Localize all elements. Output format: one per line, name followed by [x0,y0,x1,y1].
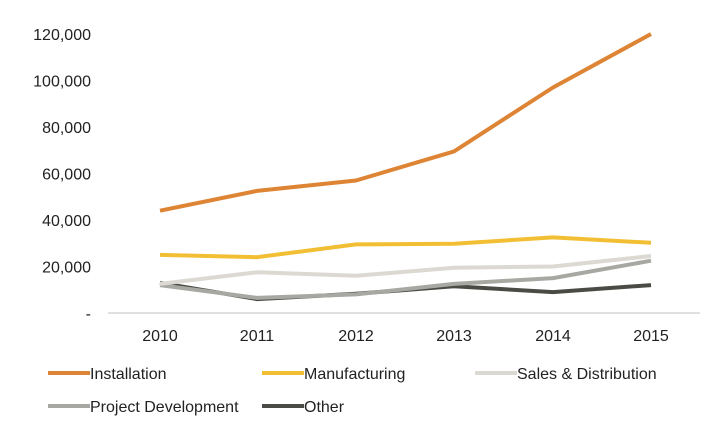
series-line-project-development [159,258,652,300]
x-axis-ticks: 2010 2011 2012 2013 2014 2015 [142,328,669,345]
y-tick-label: - [86,306,91,323]
series-line-manufacturing [159,235,652,260]
y-tick-label: 80,000 [42,120,91,137]
series-line-installation [159,32,652,213]
x-tick-label: 2011 [240,328,275,345]
x-tick-label: 2010 [142,328,178,345]
y-tick-label: 40,000 [42,213,91,230]
legend-label: Project Development [90,399,239,416]
x-tick-label: 2015 [633,328,669,345]
y-tick-label: 20,000 [42,260,91,277]
legend-label: Installation [90,366,167,383]
x-tick-label: 2014 [535,328,571,345]
x-tick-label: 2012 [338,328,374,345]
series-line-sales-distribution [159,254,652,286]
legend-item-other: Other [262,399,345,416]
legend-label: Sales & Distribution [517,366,657,383]
y-tick-label: 60,000 [42,167,91,184]
legend-item-project-development: Project Development [48,399,239,416]
y-tick-label: 100,000 [33,74,91,91]
legend-label: Manufacturing [304,366,405,383]
legend-item-installation: Installation [48,366,167,383]
legend-label: Other [304,399,345,416]
series-lines [159,32,652,302]
y-tick-label: 120,000 [33,27,91,44]
legend: Installation Manufacturing Sales & Distrib… [48,366,657,416]
legend-item-manufacturing: Manufacturing [262,366,405,383]
x-tick-label: 2013 [436,328,472,345]
y-axis-ticks: - 20,000 40,000 60,000 80,000 100,000 120,000 [33,27,91,323]
legend-item-sales-distribution: Sales & Distribution [475,366,657,383]
